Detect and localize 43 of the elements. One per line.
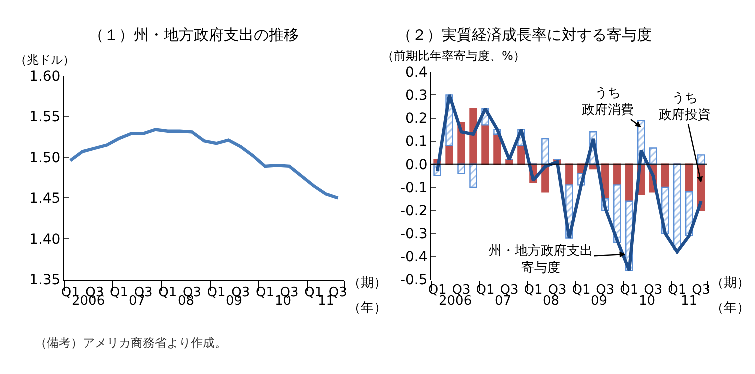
series-label: うち政府消費: [582, 86, 634, 118]
y-axis-title: （兆ドル）: [15, 53, 75, 67]
text: （年）: [348, 301, 387, 316]
y-tick-label: 1.60: [30, 68, 61, 85]
text: 08: [543, 294, 560, 309]
text: （期）: [711, 276, 750, 291]
x-tick-label: Q1: [476, 282, 495, 298]
x-tick-label: Q1: [524, 282, 543, 298]
series-label: 州・地方政府支出寄与度: [489, 243, 593, 276]
chart-title: （１）州・地方政府支出の推移: [89, 26, 299, 44]
x-tick-label: Q1: [620, 282, 639, 298]
x-tick-label: Q1: [207, 285, 226, 300]
text: 07: [495, 294, 512, 309]
y-tick-label: -0.3: [400, 226, 428, 243]
y-tick-label: 0.1: [406, 134, 428, 150]
text: 10: [639, 294, 656, 309]
y-tick-label: -0.1: [400, 180, 428, 196]
x-tick-label: Q1: [256, 285, 274, 300]
text: （年）: [711, 301, 750, 316]
text: 09: [591, 294, 608, 309]
text: 2006: [439, 294, 472, 309]
y-tick-label: 1.45: [30, 191, 61, 208]
y-tick-label: 0.2: [406, 111, 428, 128]
x-tick-label: Q1: [572, 282, 591, 298]
x-tick-label: Q1: [158, 285, 178, 300]
y-tick-label: 0.0: [406, 157, 428, 174]
y-tick-label: 1.40: [30, 232, 61, 248]
text: （期）: [348, 276, 387, 291]
y-tick-label: -0.4: [400, 250, 428, 266]
text: （備考）アメリカ商務省より作成。: [35, 336, 227, 350]
chart-title: （２）実質経済成長率に対する寄与度: [397, 26, 652, 44]
x-tick-label: Q1: [110, 285, 129, 300]
y-tick-label: 1.35: [30, 272, 61, 289]
y-tick-label: 0.3: [406, 88, 428, 104]
y-tick-label: 1.55: [30, 110, 61, 126]
y-tick-label: 1.50: [30, 150, 61, 166]
text: うち政府投資: [659, 91, 711, 123]
y-tick-label: -0.2: [400, 203, 428, 220]
text: 11: [681, 294, 698, 309]
y-tick-label: 0.4: [406, 64, 428, 81]
y-tick-label: -0.5: [400, 272, 428, 289]
y-axis-title: （前期比年率寄与度、%）: [382, 49, 526, 63]
x-tick-label: Q1: [304, 285, 324, 300]
